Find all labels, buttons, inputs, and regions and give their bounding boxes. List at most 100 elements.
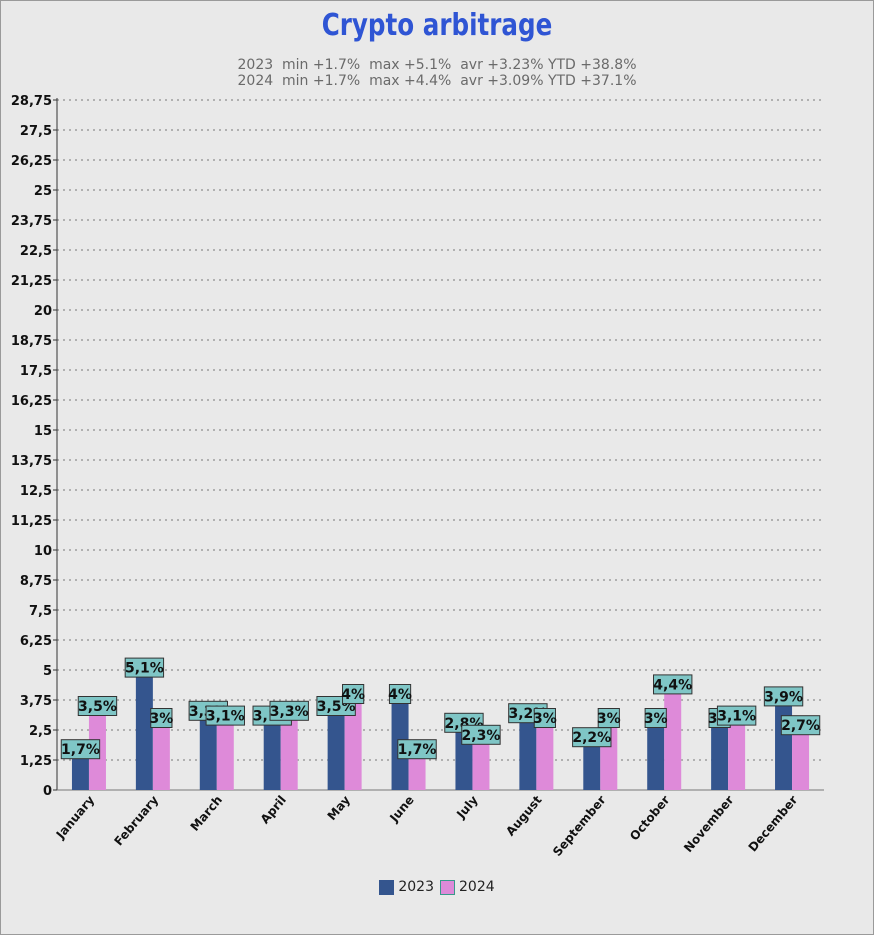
- bar-2024-may: [344, 694, 362, 790]
- x-tick-label: September: [550, 793, 609, 859]
- data-label-box: [388, 684, 412, 704]
- data-label-2023-january: 1,7%: [61, 742, 100, 758]
- bar-2024-july: [472, 734, 490, 790]
- data-label-2024-january: 3,5%: [78, 699, 117, 715]
- x-tick-label: March: [188, 793, 225, 834]
- y-tick-label: 6,25: [20, 634, 52, 649]
- bar-2024-august: [536, 718, 554, 790]
- legend-swatch-2024: [440, 879, 455, 895]
- x-tick-label: October: [627, 793, 672, 843]
- data-label-box: [653, 674, 693, 695]
- bar-2023-january: [71, 749, 89, 790]
- data-label-2024-june: 1,7%: [398, 742, 437, 758]
- x-tick-label: May: [325, 793, 354, 823]
- legend-item-2023[interactable]: 2023: [379, 879, 434, 895]
- data-label-2024-october: 4,4%: [653, 677, 692, 693]
- data-label-2024-july: 2,3%: [462, 728, 501, 744]
- bar-2023-september: [583, 737, 601, 790]
- chart-title: Crypto arbitrage: [321, 8, 553, 43]
- bar-2024-april: [280, 710, 298, 790]
- data-label-box: [60, 739, 101, 760]
- y-tick-label: 5: [43, 664, 52, 679]
- data-label-box: [780, 715, 821, 736]
- y-tick-label: 25: [34, 184, 52, 199]
- legend-label-2023: 2023: [398, 879, 434, 895]
- y-tick-label: 0: [43, 784, 52, 799]
- y-tick-label: 1,25: [20, 754, 52, 769]
- bar-2023-february: [135, 667, 153, 790]
- data-label-2024-december: 2,7%: [781, 718, 820, 734]
- data-label-2024-september: 3%: [597, 711, 621, 727]
- y-tick-label: 23,75: [11, 214, 52, 229]
- y-tick-label: 8,75: [20, 574, 52, 589]
- y-tick-label: 13,75: [11, 454, 52, 469]
- y-tick-label: 16,25: [11, 394, 52, 409]
- bar-2023-october: [647, 718, 665, 790]
- data-label-2024-april: 3,3%: [270, 704, 309, 720]
- bar-2023-august: [519, 713, 537, 790]
- y-tick-label: 22,5: [20, 244, 52, 259]
- subtitle-2024: 2024 min +1.7% max +4.4% avr +3.09% YTD …: [237, 73, 637, 89]
- data-label-box: [461, 724, 501, 745]
- data-label-box: [716, 705, 757, 726]
- bar-2024-october: [664, 684, 682, 790]
- data-label-box: [205, 705, 245, 726]
- y-tick-label: 11,25: [11, 514, 52, 529]
- x-tick-label: December: [746, 793, 801, 855]
- data-label-box: [269, 700, 309, 721]
- data-label-box: [533, 708, 556, 728]
- data-label-2023-september: 2,2%: [572, 730, 611, 746]
- data-label-box: [763, 686, 804, 707]
- y-tick-label: 18,75: [11, 334, 52, 349]
- y-tick-label: 12,5: [20, 484, 52, 499]
- x-tick-label: July: [453, 793, 481, 822]
- y-tick-label: 2,5: [29, 724, 52, 739]
- data-label-2024-november: 3,1%: [717, 709, 756, 725]
- y-tick-label: 15: [34, 424, 52, 439]
- data-label-box: [397, 739, 437, 760]
- y-tick-label: 10: [34, 544, 52, 559]
- y-tick-label: 21,25: [11, 274, 52, 289]
- legend-label-2024: 2024: [459, 879, 495, 895]
- bar-2024-june: [408, 749, 426, 790]
- legend-item-2024[interactable]: 2024: [440, 879, 495, 895]
- bar-2023-april: [263, 715, 281, 790]
- bar-2023-november: [711, 718, 729, 790]
- x-tick-label: April: [258, 793, 289, 827]
- data-label-2024-march: 3,1%: [206, 709, 245, 725]
- x-tick-label: January: [53, 793, 98, 842]
- bar-2023-may: [327, 706, 345, 790]
- legend-swatch-2023: [379, 879, 395, 895]
- data-label-box: [597, 708, 620, 728]
- data-label-box: [342, 684, 365, 704]
- data-label-2024-august: 3%: [533, 711, 557, 727]
- bar-2023-march: [199, 710, 217, 790]
- bar-2024-february: [152, 718, 170, 790]
- bar-2024-december: [792, 725, 810, 790]
- x-tick-label: November: [681, 793, 736, 855]
- data-label-2024-february: 3%: [149, 711, 173, 727]
- legend: 2023 2024: [0, 879, 874, 895]
- x-tick-label: June: [386, 793, 416, 826]
- y-tick-label: 17,5: [20, 364, 52, 379]
- data-label-box: [572, 727, 612, 748]
- bar-2024-march: [216, 715, 234, 790]
- data-label-box: [644, 708, 667, 728]
- y-tick-label: 20: [34, 304, 52, 319]
- x-tick-label: February: [111, 793, 161, 849]
- bar-2023-december: [775, 696, 793, 790]
- x-tick-label: August: [503, 793, 545, 839]
- data-label-2023-december: 3,9%: [764, 689, 803, 705]
- y-tick-label: 7,5: [29, 604, 52, 619]
- y-tick-label: 27,5: [20, 124, 52, 139]
- data-label-box: [150, 708, 173, 728]
- data-label-2023-february: 5,1%: [125, 661, 164, 677]
- data-label-2023-october: 3%: [644, 711, 668, 727]
- data-label-2023-june: 4%: [388, 687, 412, 703]
- data-label-box: [124, 657, 165, 678]
- y-tick-label: 28,75: [11, 94, 52, 109]
- y-tick-label: 3,75: [20, 694, 52, 709]
- bar-2024-november: [728, 715, 746, 790]
- data-label-box: [77, 696, 118, 716]
